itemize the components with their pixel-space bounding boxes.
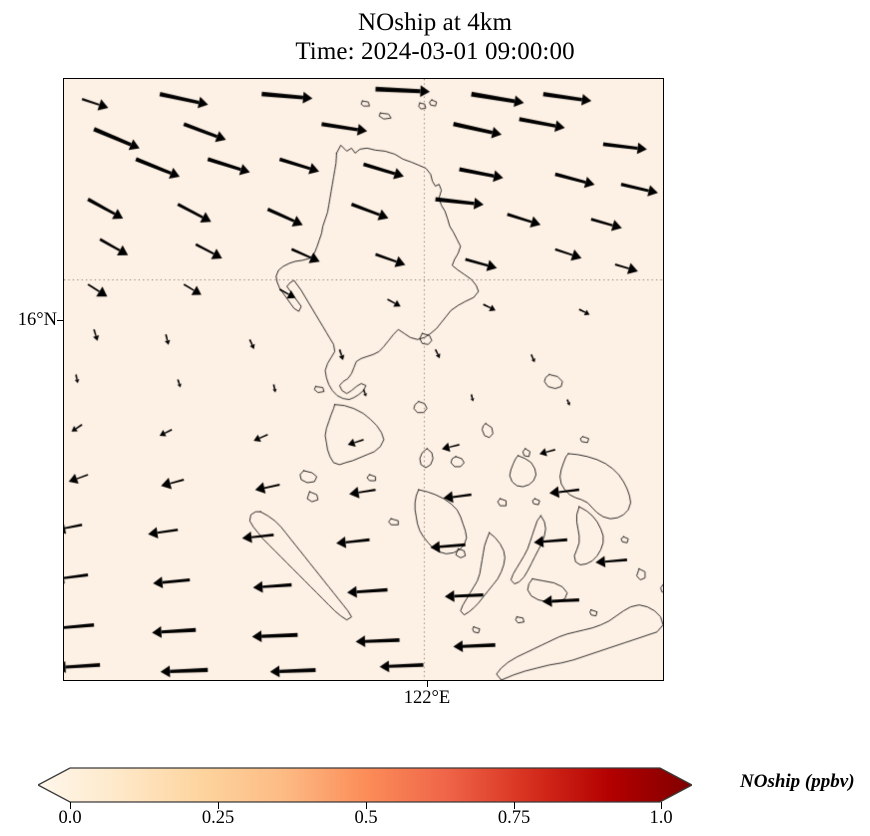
page-title: NOship at 4km Time: 2024-03-01 09:00:00 — [0, 8, 870, 66]
wind-quiver-canvas — [64, 79, 663, 680]
colorbar-tick-label-025: 0.25 — [201, 808, 235, 828]
colorbar-tick-1 — [660, 802, 662, 809]
colorbar-tick-025 — [217, 802, 219, 809]
colorbar[interactable] — [38, 764, 692, 806]
y-tick-mark-16n — [57, 319, 63, 321]
title-time-line: Time: 2024-03-01 09:00:00 — [295, 38, 575, 65]
colorbar-tick-075 — [513, 802, 515, 809]
colorbar-gradient — [38, 767, 692, 803]
y-tick-label-16n: 16°N — [17, 310, 57, 330]
colorbar-label: NOship (ppbv) — [740, 771, 855, 792]
colorbar-tick-0 — [69, 802, 71, 809]
x-tick-mark-122e — [426, 681, 428, 687]
colorbar-tick-05 — [365, 802, 367, 809]
colorbar-tick-label-05: 0.5 — [354, 808, 378, 828]
colorbar-tick-label-1: 1.0 — [649, 808, 673, 828]
colorbar-tick-label-075: 0.75 — [497, 808, 531, 828]
title-variable-line: NOship at 4km — [357, 9, 513, 36]
colorbar-tick-label-0: 0.0 — [58, 808, 82, 828]
x-tick-label-122e: 122°E — [403, 688, 451, 708]
map-axes[interactable] — [63, 78, 664, 681]
